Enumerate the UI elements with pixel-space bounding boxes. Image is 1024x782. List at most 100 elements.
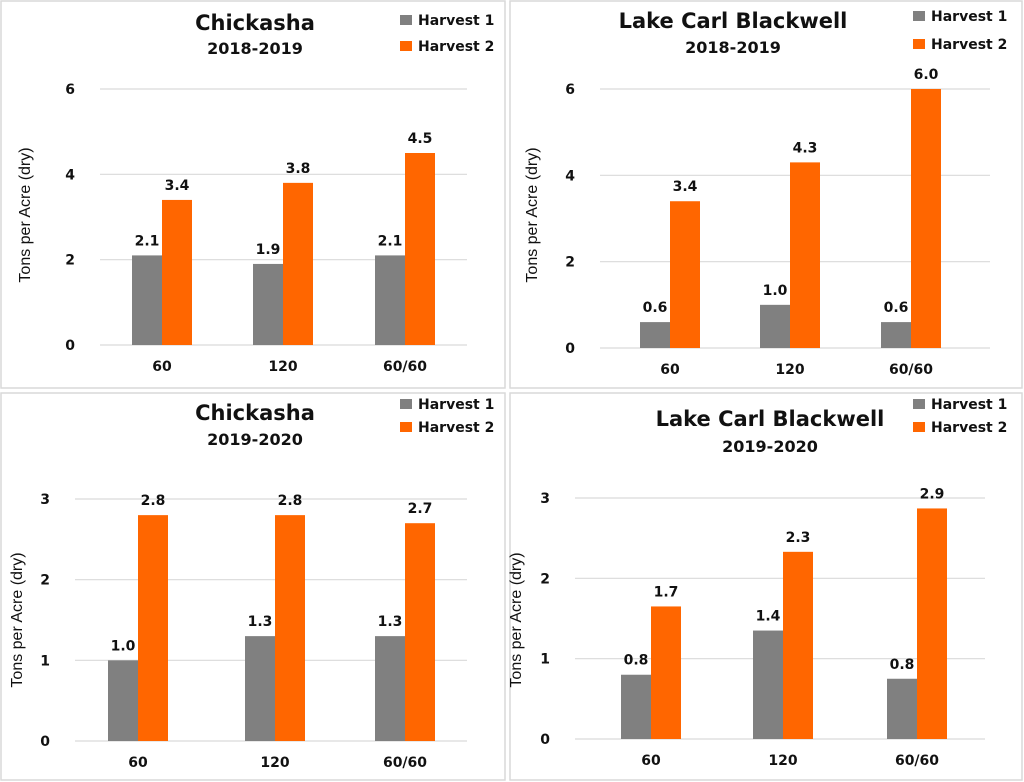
x-tick-label: 120 [775,362,804,378]
chart-panel-3: 0 1 2 3 Chickasha 2019-2020 Tons per Acre (dry… [0,392,506,781]
chart-subtitle: 2018-2019 [207,39,303,58]
bar-harvest-2 [405,153,435,345]
data-label: 2.8 [141,493,166,509]
data-label: 1.3 [248,614,273,630]
chart-panel-2: 0 2 4 6 Lake Carl Blackwell 2018-2019 Tons per… [509,0,1023,389]
chart-subtitle: 2018-2019 [685,38,781,57]
legend-label: Harvest 1 [418,397,494,413]
bar-harvest-2 [405,523,435,741]
y-axis-label: Tons per Acre (dry) [17,147,34,282]
data-label: 1.7 [654,584,679,600]
bar-harvest-2 [917,508,947,739]
chart-title: Chickasha [195,11,315,35]
data-label: 0.6 [643,300,668,316]
x-tick-label: 120 [768,753,797,769]
y-tick-label: 0 [540,732,550,748]
bar-harvest-2 [670,201,700,348]
bar-harvest-2 [783,551,813,739]
chart-panel-1: 0 2 4 6 Chickasha 2018-2019 Tons per Acre (dry… [0,0,506,389]
x-tick-label: 60/60 [895,753,939,769]
bar-harvest-2 [790,162,820,348]
data-label: 1.9 [256,242,281,258]
legend-swatch [913,11,925,21]
legend-label: Harvest 1 [931,9,1007,25]
data-label: 2.1 [135,233,160,249]
x-tick-label: 120 [268,359,297,375]
bar-harvest-2 [651,606,681,739]
y-tick-label: 4 [65,167,75,183]
data-label: 3.4 [165,178,190,194]
data-label: 3.8 [286,161,311,177]
x-tick-label: 60 [641,753,661,769]
y-tick-label: 0 [40,734,50,750]
x-tick-label: 60 [152,359,172,375]
legend-swatch [913,39,925,49]
x-tick-label: 60 [128,755,148,771]
legend-label: Harvest 2 [418,39,494,55]
bar-harvest-1 [108,660,138,741]
y-axis-label: Tons per Acre (dry) [9,552,26,687]
data-label: 2.3 [786,530,811,546]
legend-label: Harvest 1 [418,13,494,29]
legend-label: Harvest 2 [931,37,1007,53]
chart-subtitle: 2019-2020 [207,430,303,449]
bar-harvest-1 [375,255,405,345]
data-label: 6.0 [914,67,939,83]
data-label: 1.3 [378,614,403,630]
x-tick-label: 120 [260,755,289,771]
bar-harvest-2 [162,199,192,345]
chart-subtitle: 2019-2020 [722,437,818,456]
bar-harvest-1 [760,304,790,348]
data-label: 1.4 [756,609,781,625]
y-tick-label: 2 [540,571,550,587]
data-label: 1.0 [111,638,136,654]
data-label: 3.4 [673,179,698,195]
y-tick-label: 1 [40,653,50,669]
bar-harvest-1 [621,674,651,739]
x-tick-label: 60/60 [383,755,427,771]
bar-harvest-2 [275,515,305,741]
y-axis-label: Tons per Acre (dry) [508,552,525,687]
bar-harvest-1 [881,322,911,348]
y-tick-label: 1 [540,652,550,668]
legend-swatch [400,399,412,409]
bar-harvest-1 [753,630,783,739]
data-label: 2.8 [278,493,303,509]
y-tick-label: 2 [565,255,575,271]
bar-harvest-1 [887,678,917,739]
y-tick-label: 0 [565,341,575,357]
y-tick-label: 2 [40,573,50,589]
data-label: 2.7 [408,501,433,517]
data-label: 4.3 [793,140,818,156]
bar-harvest-1 [640,322,670,348]
x-tick-label: 60/60 [889,362,933,378]
data-label: 0.6 [884,300,909,316]
bar-harvest-2 [283,182,313,345]
data-label: 4.5 [408,131,433,147]
data-label: 1.0 [763,283,788,299]
chart-title: Lake Carl Blackwell [656,407,885,431]
legend-label: Harvest 2 [418,420,494,436]
chart-title: Lake Carl Blackwell [619,9,848,33]
y-tick-label: 3 [540,491,550,507]
bar-harvest-1 [132,255,162,345]
legend-swatch [913,422,925,432]
legend-swatch [400,41,412,51]
y-tick-label: 6 [65,82,75,98]
y-tick-label: 2 [65,253,75,269]
bar-harvest-1 [375,636,405,741]
bar-harvest-2 [138,515,168,741]
legend-label: Harvest 2 [931,420,1007,436]
chart-title: Chickasha [195,401,315,425]
data-label: 2.9 [920,486,945,502]
y-tick-label: 6 [565,82,575,98]
y-tick-label: 4 [565,168,575,184]
bar-harvest-1 [245,636,275,741]
y-axis-label: Tons per Acre (dry) [524,147,541,282]
legend-swatch [913,399,925,409]
bar-harvest-1 [253,263,283,345]
legend-swatch [400,15,412,25]
data-label: 0.8 [624,653,649,669]
data-label: 0.8 [890,657,915,673]
